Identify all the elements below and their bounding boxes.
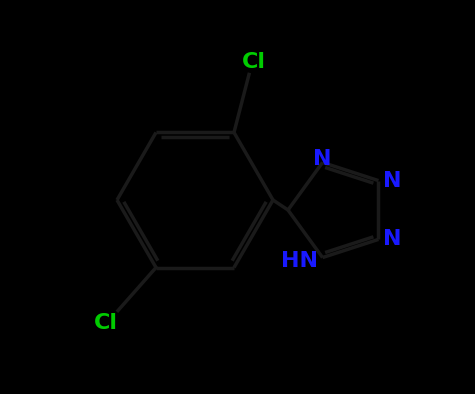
- Text: Cl: Cl: [242, 52, 266, 72]
- Text: N: N: [383, 171, 402, 191]
- Text: Cl: Cl: [94, 312, 118, 333]
- Text: N: N: [383, 229, 402, 249]
- Text: HN: HN: [281, 251, 318, 271]
- Text: N: N: [314, 149, 332, 169]
